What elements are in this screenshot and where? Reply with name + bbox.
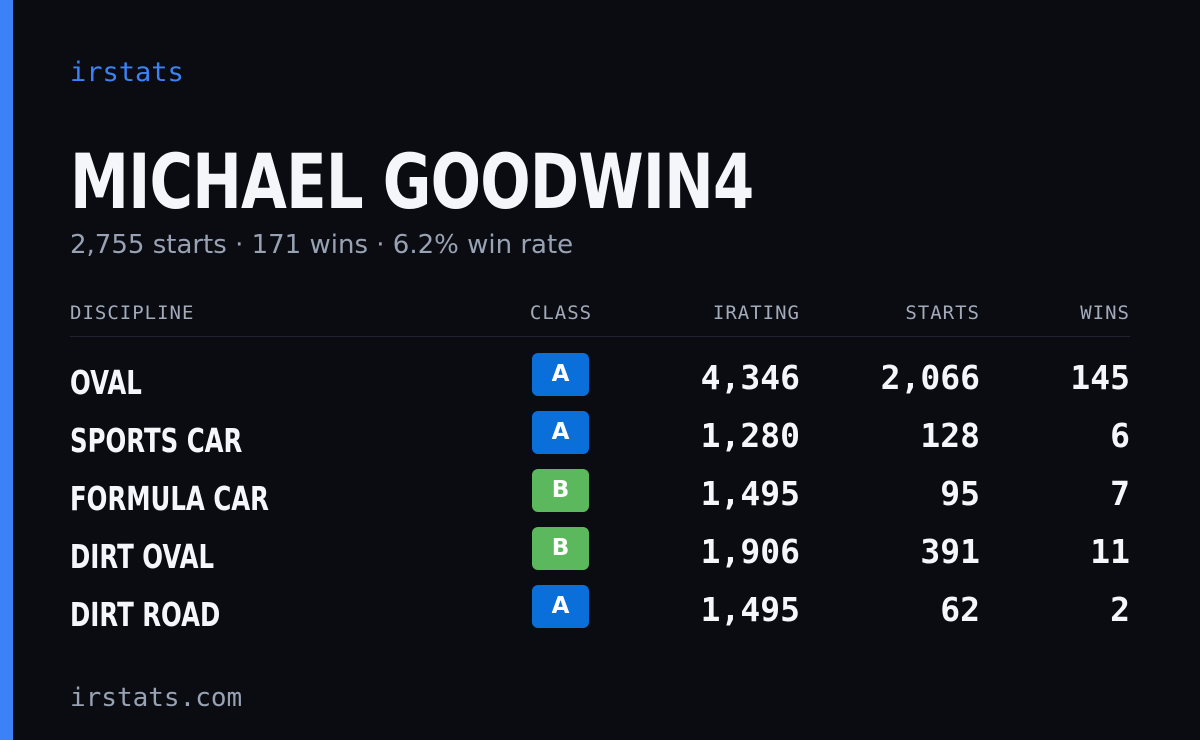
- discipline-name: FORMULA CAR: [70, 479, 269, 518]
- driver-name: MICHAEL GOODWIN4: [70, 137, 754, 226]
- starts-value: 128: [920, 416, 980, 455]
- discipline-name: DIRT ROAD: [70, 595, 221, 634]
- irating-value: 1,906: [700, 532, 800, 571]
- column-header-irating: IRATING: [712, 302, 800, 324]
- table-row: SPORTS CAR A 1,280 128 6: [70, 411, 1130, 469]
- table-row: DIRT OVAL B 1,906 391 11: [70, 527, 1130, 585]
- table-row: DIRT ROAD A 1,495 62 2: [70, 585, 1130, 643]
- driver-summary: 2,755 starts · 171 wins · 6.2% win rate: [70, 230, 574, 260]
- column-header-discipline: DISCIPLINE: [70, 302, 195, 324]
- wins-value: 2: [1110, 590, 1130, 629]
- class-badge: B: [532, 469, 589, 512]
- wins-value: 11: [1090, 532, 1130, 571]
- accent-bar: [0, 0, 13, 740]
- column-header-class: CLASS: [529, 302, 593, 324]
- site-url: irstats.com: [70, 683, 243, 713]
- table-body: OVAL A 4,346 2,066 145 SPORTS CAR A 1,28…: [70, 353, 1130, 643]
- column-header-starts: STARTS: [905, 302, 980, 324]
- discipline-stats-table: DISCIPLINE CLASS IRATING STARTS WINS OVA…: [70, 298, 1130, 643]
- class-badge: A: [532, 411, 589, 454]
- irating-value: 1,280: [700, 416, 800, 455]
- starts-value: 62: [940, 590, 980, 629]
- table-header: DISCIPLINE CLASS IRATING STARTS WINS: [70, 298, 1130, 337]
- table-row: FORMULA CAR B 1,495 95 7: [70, 469, 1130, 527]
- brand-logo: irstats: [70, 57, 184, 88]
- irating-value: 1,495: [700, 590, 800, 629]
- starts-value: 95: [940, 474, 980, 513]
- class-badge: B: [532, 527, 589, 570]
- irating-value: 4,346: [700, 358, 800, 397]
- discipline-name: SPORTS CAR: [70, 421, 243, 460]
- wins-value: 7: [1110, 474, 1130, 513]
- irating-value: 1,495: [700, 474, 800, 513]
- column-header-wins: WINS: [1080, 302, 1130, 324]
- discipline-name: DIRT OVAL: [70, 537, 215, 576]
- starts-value: 2,066: [880, 358, 980, 397]
- wins-value: 6: [1110, 416, 1130, 455]
- wins-value: 145: [1070, 358, 1130, 397]
- discipline-name: OVAL: [70, 363, 142, 402]
- starts-value: 391: [920, 532, 980, 571]
- table-row: OVAL A 4,346 2,066 145: [70, 353, 1130, 411]
- class-badge: A: [532, 585, 589, 628]
- class-badge: A: [532, 353, 589, 396]
